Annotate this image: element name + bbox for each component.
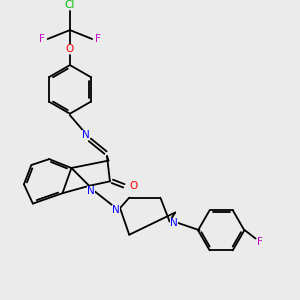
Text: N: N <box>87 186 95 196</box>
Text: F: F <box>94 34 100 44</box>
Text: F: F <box>39 34 45 44</box>
Text: N: N <box>112 205 120 214</box>
Text: Cl: Cl <box>65 1 75 10</box>
Text: N: N <box>170 218 178 228</box>
Text: O: O <box>130 181 138 191</box>
Text: N: N <box>82 130 90 140</box>
Text: F: F <box>257 237 263 247</box>
Text: O: O <box>66 44 74 54</box>
